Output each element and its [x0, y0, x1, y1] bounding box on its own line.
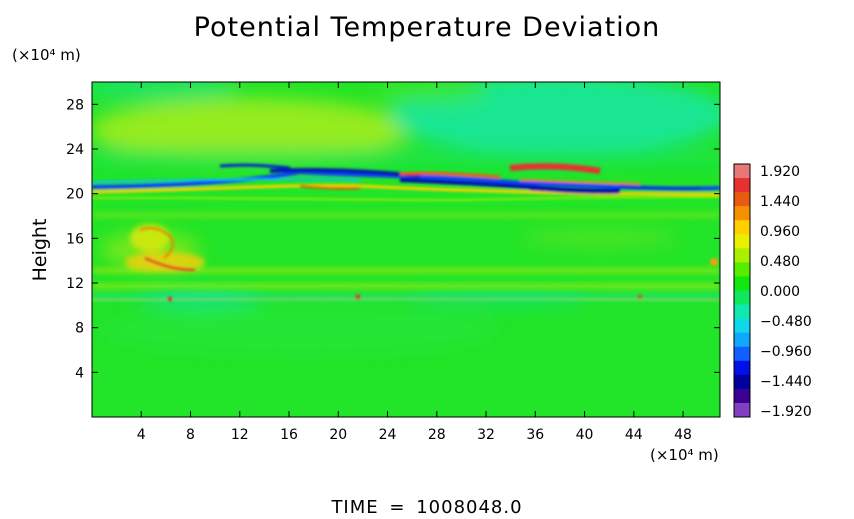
colorbar-swatch: [734, 220, 750, 235]
x-tick-label: 8: [186, 427, 195, 443]
colorbar-tick-label: −0.480: [760, 314, 812, 330]
x-tick-label: 16: [280, 427, 298, 443]
colorbar-tick-label: −0.960: [760, 344, 812, 360]
colorbar-tick-label: 0.960: [760, 224, 800, 240]
colorbar-tick-label: 0.480: [760, 254, 800, 270]
y-tick-label: 28: [66, 97, 84, 113]
colorbar-swatch: [734, 360, 750, 376]
colorbar-swatch: [734, 192, 750, 207]
x-axis-unit: (×10⁴ m): [650, 446, 719, 464]
time-value: 1008048.0: [416, 497, 523, 518]
chart-title: Potential Temperature Deviation: [193, 12, 661, 43]
colorbar-swatch: [734, 346, 750, 362]
y-tick-label: 4: [75, 365, 84, 381]
colorbar-swatch: [734, 402, 750, 418]
colorbar-tick-label: 1.920: [760, 164, 800, 180]
x-tick-label: 40: [576, 427, 594, 443]
colorbar-swatch: [734, 262, 750, 277]
time-label-equals: =: [389, 497, 406, 518]
colorbar-swatch: [734, 248, 750, 263]
x-tick-label: 44: [625, 427, 643, 443]
x-tick-label: 20: [329, 427, 347, 443]
colorbar-swatch: [734, 290, 750, 306]
colorbar-tick-label: −1.440: [760, 374, 812, 390]
colorbar-frame: [733, 163, 751, 418]
colorbar-swatch: [734, 304, 750, 320]
colorbar-tick-label: 1.440: [760, 194, 800, 210]
x-tick-label: 28: [428, 427, 446, 443]
colorbar: 1.920 1.440 0.960 0.480 0.000 −0.480 −0.960 −1.…: [733, 163, 812, 420]
colorbar-swatch: [734, 388, 750, 404]
x-tick-label: 48: [674, 427, 692, 443]
colorbar-swatch: [734, 374, 750, 390]
y-tick-label: 16: [66, 231, 84, 247]
time-label: TIME = 1008048.0: [0, 497, 854, 518]
colorbar-swatch: [734, 234, 750, 249]
y-axis-unit: (×10⁴ m): [12, 46, 81, 64]
colorbar-swatch: [734, 318, 750, 334]
x-tick-label: 36: [526, 427, 544, 443]
heatmap-field: [92, 82, 720, 417]
colorbar-swatch: [734, 332, 750, 348]
colorbar-tick-label: 0.000: [760, 284, 800, 300]
y-tick-label: 20: [66, 187, 84, 203]
x-axis-ticks: 4 8 12 16 20 24 28 32 36 40 44 48: [137, 82, 692, 443]
colorbar-swatch: [734, 206, 750, 221]
x-tick-label: 24: [379, 427, 397, 443]
y-axis-ticks: 4 8 12 16 20 24 28: [66, 97, 720, 381]
colorbar-swatch: [734, 164, 750, 179]
y-tick-label: 24: [66, 142, 84, 158]
y-tick-label: 12: [66, 276, 84, 292]
colorbar-tick-label: −1.920: [760, 404, 812, 420]
plot-frame: [91, 81, 721, 418]
colorbar-swatch: [734, 178, 750, 193]
x-tick-label: 12: [231, 427, 249, 443]
x-tick-label: 4: [137, 427, 146, 443]
colorbar-swatch: [734, 276, 750, 291]
x-tick-label: 32: [477, 427, 495, 443]
time-label-prefix: TIME: [331, 497, 379, 518]
y-tick-label: 8: [75, 321, 84, 337]
